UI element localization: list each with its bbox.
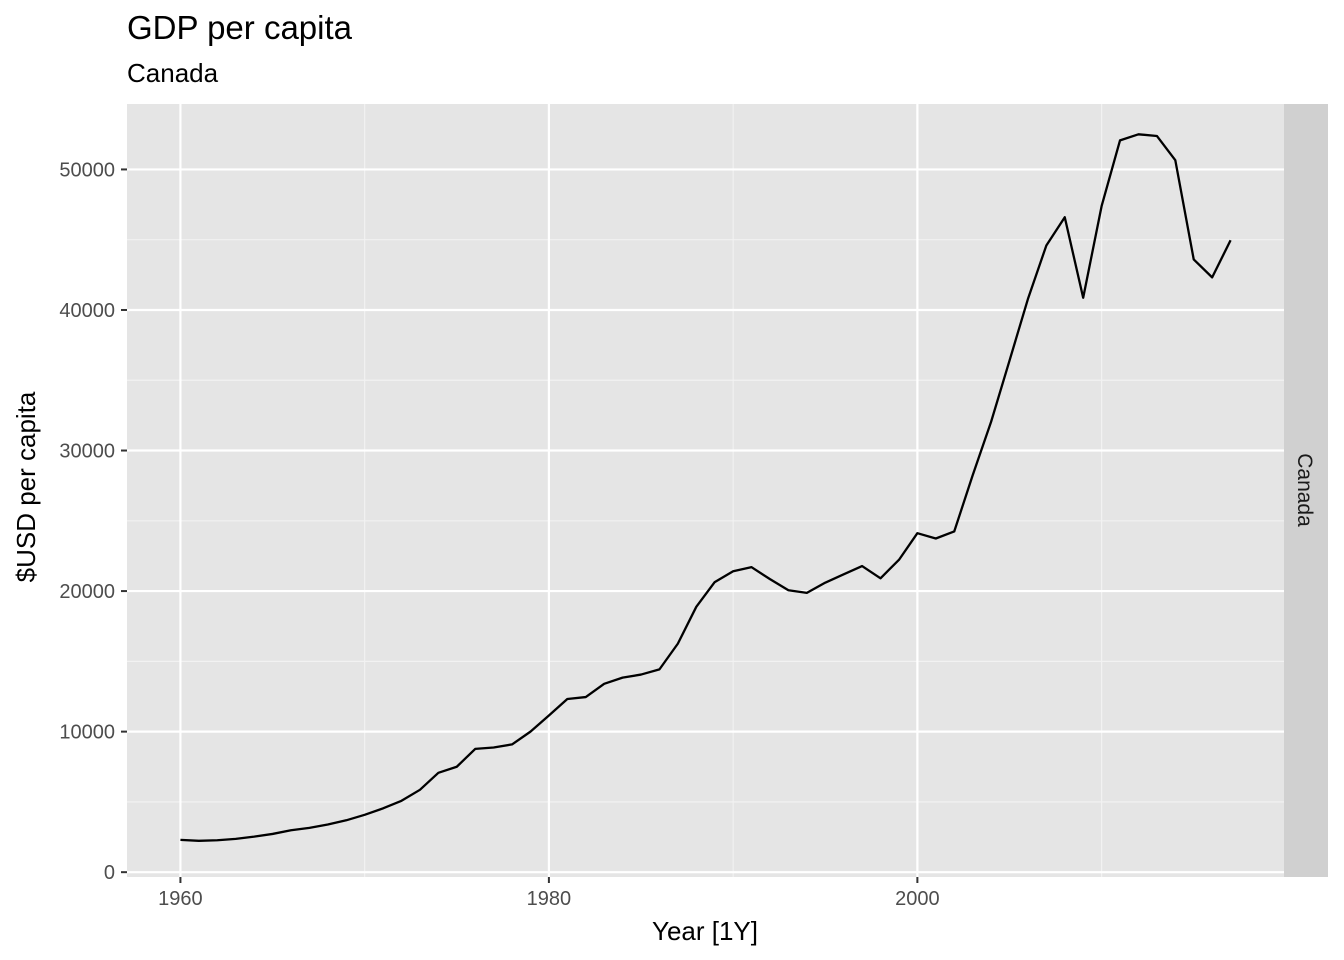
facet-strip-label: Canada [1293, 453, 1316, 527]
x-tick-label: 1980 [527, 888, 572, 910]
x-axis-ticks: 1960 1980 2000 [158, 877, 940, 910]
x-tick-label: 2000 [895, 888, 940, 910]
y-axis-ticks: 0 10000 20000 30000 40000 50000 [59, 159, 127, 884]
y-axis-title: $USD per capita [11, 391, 41, 582]
facet-strip [1284, 104, 1328, 877]
chart-subtitle: Canada [127, 58, 219, 88]
chart-title: GDP per capita [127, 9, 353, 46]
gdp-series-line [180, 133, 1232, 842]
y-tick-label: 50000 [59, 159, 115, 181]
major-gridlines [127, 104, 1284, 877]
y-tick-label: 10000 [59, 722, 115, 744]
y-tick-label: 40000 [59, 300, 115, 322]
y-tick-label: 30000 [59, 441, 115, 463]
y-tick-label: 0 [104, 862, 115, 884]
minor-gridlines [127, 104, 1284, 877]
x-axis-title: Year [1Y] [652, 916, 758, 946]
y-tick-label: 20000 [59, 581, 115, 603]
plot-panel [127, 104, 1284, 877]
x-tick-label: 1960 [158, 888, 203, 910]
